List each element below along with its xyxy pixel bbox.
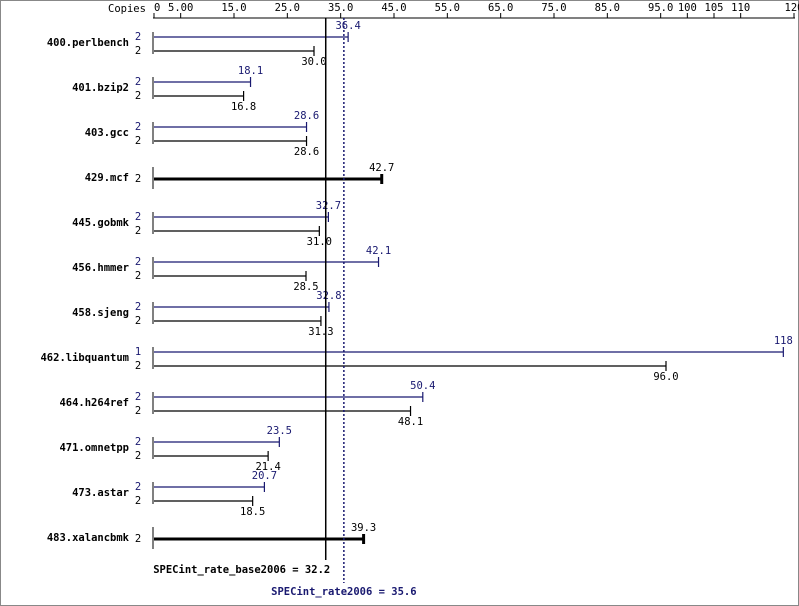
benchmark-label: 473.astar [72,487,129,499]
value-label: 36.4 [335,20,360,32]
copies-label: 2 [135,31,141,43]
copies-label: 2 [135,76,141,88]
copies-label: 2 [135,211,141,223]
copies-label: 2 [135,360,141,372]
benchmark-label: 400.perlbench [47,37,129,49]
bar [154,361,667,371]
bar [154,271,307,281]
copies-label: 2 [135,173,141,185]
x-tick-label: 65.0 [488,2,513,14]
benchmark-label: 456.hmmer [72,262,129,274]
copies-label: 2 [135,301,141,313]
bar [154,496,254,506]
bar [154,316,322,326]
x-tick-label: 55.0 [435,2,460,14]
value-label: 18.5 [240,506,265,518]
bar [154,32,349,42]
x-tick-label: 35.0 [328,2,353,14]
bar [154,482,265,492]
value-label: 30.0 [301,56,326,68]
benchmark-label: 429.mcf [85,172,129,184]
value-label: 31.3 [308,326,333,338]
copies-label: 2 [135,270,141,282]
x-tick-label: 110 [731,2,750,14]
copies-label: 2 [135,225,141,237]
benchmark-label: 403.gcc [85,127,129,139]
bar [154,257,380,267]
copies-label: 2 [135,135,141,147]
x-tick-label: 120 [785,2,799,14]
copies-label: 2 [135,391,141,403]
bar [154,534,366,544]
reference-label: SPECint_rate_base2006 = 32.2 [153,564,330,576]
copies-label: 2 [135,256,141,268]
x-tick-label: 100 [678,2,697,14]
benchmark-label: 483.xalancbmk [47,532,130,544]
copies-label: 2 [135,315,141,327]
copies-label: 2 [135,405,141,417]
bar [154,212,329,222]
benchmark-label: 462.libquantum [40,352,129,364]
bar [154,302,330,312]
value-label: 16.8 [231,101,256,113]
copies-label: 2 [135,533,141,545]
copies-label: 2 [135,45,141,57]
copies-label: 1 [135,346,141,358]
bar [154,226,320,236]
value-label: 18.1 [238,65,263,77]
value-label: 48.1 [398,416,423,428]
bar [154,392,424,402]
benchmark-label: 445.gobmk [72,217,130,229]
copies-header: Copies [108,3,146,15]
benchmark-label: 464.h264ref [59,397,129,409]
value-label: 28.5 [293,281,318,293]
x-tick-label: 95.0 [648,2,673,14]
value-label: 32.8 [316,290,341,302]
x-tick-label: 105 [705,2,724,14]
copies-label: 2 [135,121,141,133]
bar [154,451,269,461]
value-label: 118 [774,335,793,347]
x-tick-label: 75.0 [541,2,566,14]
bar [154,437,280,447]
x-tick-label: 25.0 [275,2,300,14]
copies-label: 2 [135,90,141,102]
bar [154,77,252,87]
x-tick-label: 5.00 [168,2,193,14]
x-tick-label: 0 [154,2,160,14]
reference-label: SPECint_rate2006 = 35.6 [271,586,416,598]
x-tick-label: 85.0 [595,2,620,14]
x-tick-label: 45.0 [381,2,406,14]
bar [154,347,784,357]
copies-label: 2 [135,450,141,462]
value-label: 23.5 [267,425,292,437]
benchmark-label: 471.omnetpp [59,442,129,454]
bar [154,136,308,146]
bar [154,91,245,101]
value-label: 96.0 [653,371,678,383]
value-label: 42.1 [366,245,391,257]
bar [154,406,412,416]
value-label: 39.3 [351,522,376,534]
value-label: 50.4 [410,380,435,392]
value-label: 28.6 [294,146,319,158]
benchmark-label: 401.bzip2 [72,82,129,94]
bar [154,122,308,132]
value-label: 42.7 [369,162,394,174]
benchmark-label: 458.sjeng [72,307,129,319]
value-label: 31.0 [307,236,332,248]
x-tick-label: 15.0 [221,2,246,14]
bar [154,46,315,56]
value-label: 28.6 [294,110,319,122]
copies-label: 2 [135,436,141,448]
value-label: 21.4 [255,461,280,473]
value-label: 32.7 [316,200,341,212]
copies-label: 2 [135,495,141,507]
copies-label: 2 [135,481,141,493]
value-label: 20.7 [252,470,277,482]
